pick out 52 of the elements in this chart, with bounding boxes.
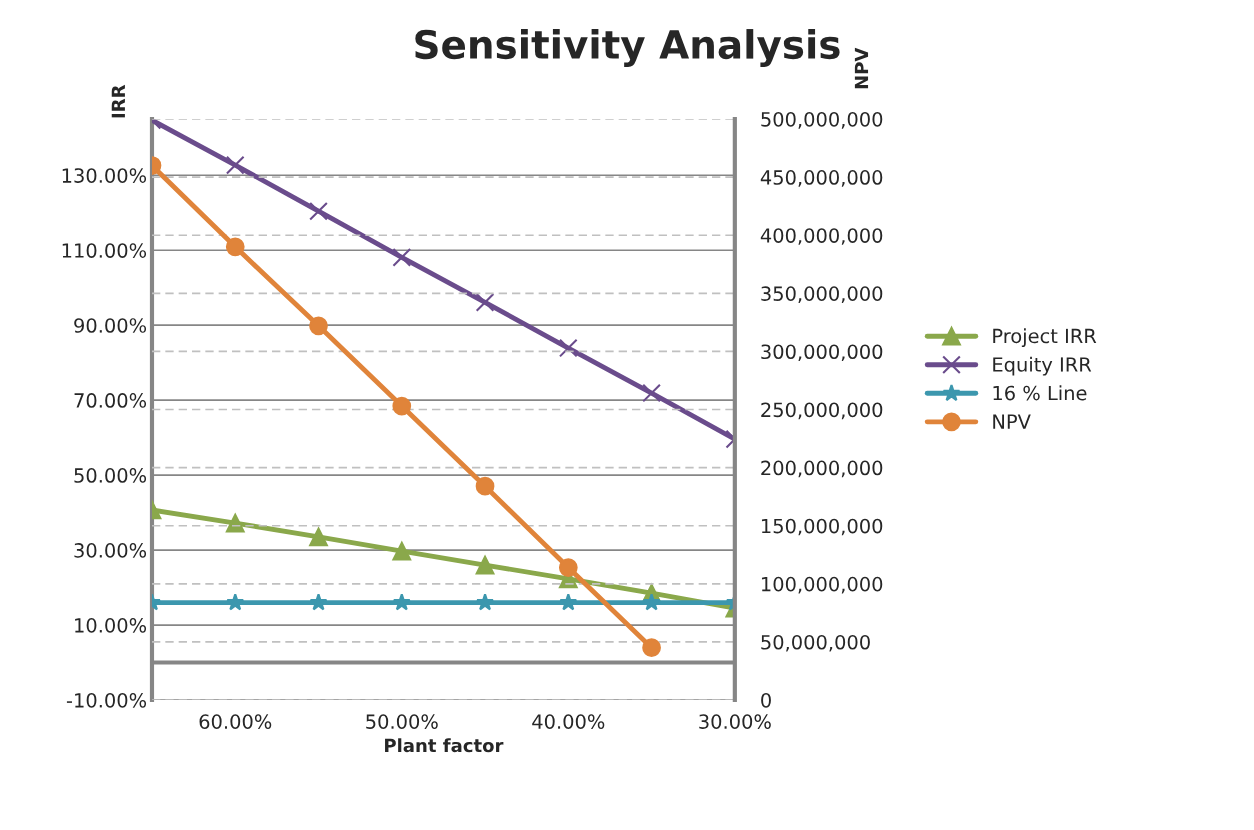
- legend-label: NPV: [993, 414, 1031, 429]
- y2-tick-label: 400,000,000: [760, 228, 883, 245]
- point: [309, 593, 328, 611]
- point: [225, 237, 245, 257]
- x-tick-label: 40.00%: [532, 714, 605, 729]
- x-tick-label: 30.00%: [699, 714, 771, 729]
- y2-tick-label: 50,000,000: [761, 634, 870, 652]
- y-tick-label: 110.00%: [62, 243, 147, 258]
- y2-tick-label: 200,000,000: [761, 460, 883, 478]
- point: [476, 593, 495, 611]
- point: [226, 593, 245, 611]
- point: [475, 555, 495, 575]
- legend-label: 16 % Line: [993, 385, 1087, 401]
- y-tick-label: 130.00%: [62, 168, 147, 183]
- y2-tick-label: 250,000,000: [761, 402, 883, 420]
- y-tick-label: 30.00%: [74, 543, 147, 558]
- y-tick-label: 50.00%: [74, 468, 147, 483]
- y-tick-label: 70.00%: [74, 393, 147, 408]
- y-axis-title: IRR: [111, 84, 125, 118]
- point: [642, 638, 661, 658]
- chart-title: Sensitivity Analysis: [415, 29, 840, 67]
- y2-tick-label: 300,000,000: [761, 344, 883, 362]
- point: [475, 292, 495, 312]
- x-tick-label: 60.00%: [199, 714, 272, 729]
- y2-tick-label: 500,000,000: [761, 111, 883, 129]
- y2-tick-label: 150,000,000: [761, 518, 883, 536]
- point: [392, 541, 412, 561]
- y2-axis-title: NPV: [854, 47, 869, 89]
- point: [309, 201, 328, 221]
- x-axis-title: Plant factor: [385, 738, 504, 753]
- y-tick-label: 10.00%: [75, 618, 147, 633]
- y2-tick-label: 100,000,000: [761, 576, 883, 594]
- point: [309, 316, 328, 336]
- y-tick-label: 90.00%: [74, 318, 147, 333]
- legend-label: Equity IRR: [993, 356, 1092, 376]
- point: [475, 476, 495, 496]
- point: [642, 383, 661, 403]
- point: [558, 558, 578, 577]
- point: [392, 247, 412, 267]
- y2-tick-label: 350,000,000: [761, 286, 883, 303]
- point: [392, 593, 411, 611]
- point: [392, 396, 412, 416]
- y2-tick-label: 0: [761, 692, 771, 708]
- x-tick-label: 50.00%: [366, 714, 438, 729]
- y2-tick-label: 450,000,000: [760, 170, 883, 187]
- legend-label: Project IRR: [993, 328, 1097, 348]
- point: [558, 338, 578, 358]
- point: [642, 593, 661, 611]
- point: [225, 155, 245, 175]
- y-tick-label: -10.00%: [66, 692, 147, 708]
- point: [309, 527, 328, 547]
- point: [559, 593, 578, 611]
